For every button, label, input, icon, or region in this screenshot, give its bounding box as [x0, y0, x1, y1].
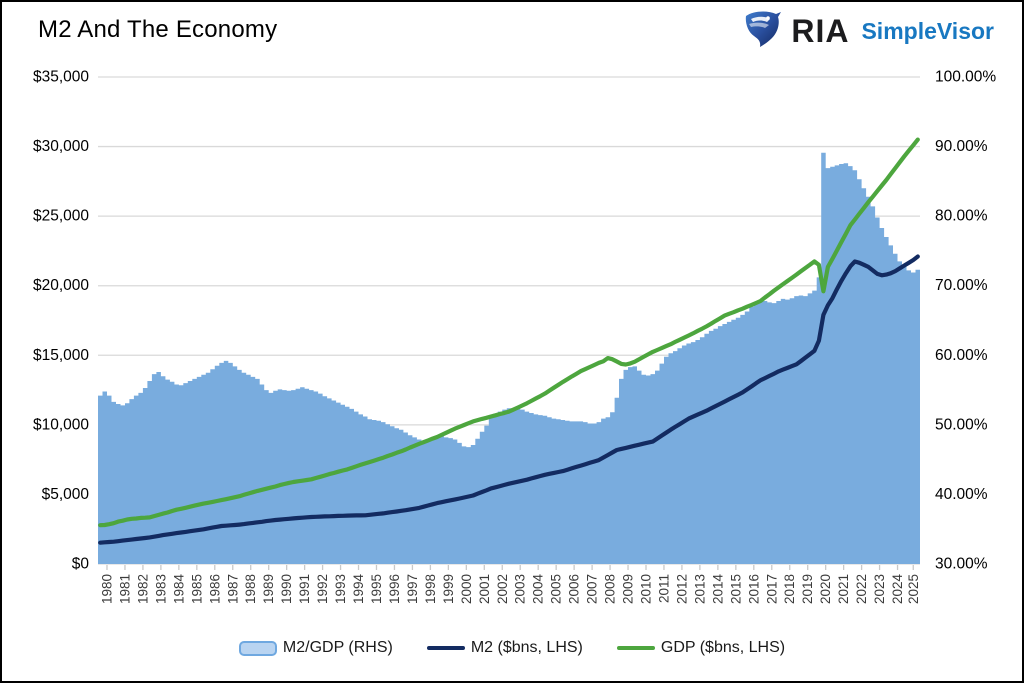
- svg-text:1984: 1984: [171, 574, 186, 605]
- svg-text:2015: 2015: [728, 574, 743, 604]
- svg-text:2008: 2008: [603, 574, 618, 604]
- svg-text:2005: 2005: [549, 574, 564, 604]
- legend-label: M2/GDP (RHS): [282, 639, 393, 656]
- svg-text:100.00%: 100.00%: [935, 69, 996, 86]
- svg-text:2012: 2012: [674, 574, 689, 604]
- svg-text:1998: 1998: [423, 574, 438, 604]
- svg-text:1985: 1985: [189, 574, 204, 604]
- svg-text:1983: 1983: [153, 574, 168, 604]
- svg-text:$15,000: $15,000: [33, 347, 89, 364]
- svg-text:2014: 2014: [710, 574, 725, 605]
- svg-text:2017: 2017: [764, 574, 779, 604]
- svg-text:2001: 2001: [477, 574, 492, 604]
- legend-item-m2gdp: M2/GDP (RHS): [238, 639, 393, 657]
- svg-text:2016: 2016: [746, 574, 761, 604]
- svg-text:$5,000: $5,000: [42, 486, 90, 503]
- svg-text:1999: 1999: [441, 574, 456, 604]
- svg-text:1993: 1993: [333, 574, 348, 604]
- gdp-line-swatch-icon: [616, 645, 655, 651]
- eagle-icon: [743, 10, 783, 53]
- svg-text:1991: 1991: [297, 574, 312, 604]
- svg-text:1995: 1995: [369, 574, 384, 604]
- svg-text:2004: 2004: [531, 574, 546, 605]
- legend-item-m2: M2 ($bns, LHS): [426, 639, 583, 657]
- brand-logo: RIA SimpleVisor: [743, 10, 994, 53]
- y-axis-left: $35,000 $30,000 $25,000 $20,000 $15,000 $10,0…: [33, 69, 89, 573]
- svg-text:$10,000: $10,000: [33, 416, 89, 433]
- svg-text:1987: 1987: [225, 574, 240, 604]
- area-swatch-icon: [238, 640, 277, 656]
- svg-text:2022: 2022: [854, 574, 869, 604]
- svg-text:1996: 1996: [387, 574, 402, 604]
- legend-label: M2 ($bns, LHS): [470, 639, 583, 656]
- svg-text:2010: 2010: [639, 574, 654, 604]
- svg-text:2013: 2013: [692, 574, 707, 604]
- svg-text:40.00%: 40.00%: [935, 486, 988, 503]
- svg-text:2025: 2025: [906, 574, 921, 604]
- svg-text:50.00%: 50.00%: [935, 416, 988, 433]
- svg-text:2009: 2009: [621, 574, 636, 604]
- svg-text:1992: 1992: [315, 574, 330, 604]
- m2gdp-area-series: [98, 152, 920, 565]
- m2-line-swatch-icon: [426, 645, 465, 651]
- svg-text:$0: $0: [72, 556, 90, 573]
- svg-text:1980: 1980: [100, 574, 115, 604]
- svg-text:2006: 2006: [567, 574, 582, 604]
- svg-text:2000: 2000: [459, 574, 474, 604]
- svg-text:90.00%: 90.00%: [935, 138, 988, 155]
- svg-text:1981: 1981: [118, 574, 133, 604]
- legend-label: GDP ($bns, LHS): [660, 639, 786, 656]
- svg-text:1982: 1982: [135, 574, 150, 604]
- simplevisor-wordmark: SimpleVisor: [861, 18, 994, 44]
- svg-text:80.00%: 80.00%: [935, 208, 988, 225]
- svg-text:2019: 2019: [800, 574, 815, 604]
- svg-text:2024: 2024: [890, 574, 905, 605]
- svg-text:60.00%: 60.00%: [935, 347, 988, 364]
- svg-text:1997: 1997: [405, 574, 420, 604]
- x-axis: 1980 1981 1982 1983 1984 1985 1986 1987 1988 1989…: [100, 565, 921, 604]
- svg-text:1989: 1989: [261, 574, 276, 604]
- ria-wordmark: RIA: [791, 13, 850, 49]
- svg-text:$30,000: $30,000: [33, 138, 89, 155]
- svg-text:2021: 2021: [836, 574, 851, 604]
- svg-text:70.00%: 70.00%: [935, 277, 988, 294]
- line-series: [98, 137, 920, 545]
- chart-legend: M2/GDP (RHS) M2 ($bns, LHS) GDP ($bns, L…: [2, 639, 1022, 657]
- svg-text:1988: 1988: [243, 574, 258, 604]
- svg-text:30.00%: 30.00%: [935, 556, 988, 573]
- svg-text:2003: 2003: [513, 574, 528, 604]
- svg-text:$35,000: $35,000: [33, 69, 89, 86]
- svg-text:2018: 2018: [782, 574, 797, 604]
- svg-text:2020: 2020: [818, 574, 833, 604]
- svg-text:2011: 2011: [657, 574, 672, 603]
- svg-text:2007: 2007: [585, 574, 600, 604]
- svg-text:1994: 1994: [351, 574, 366, 605]
- y-axis-right: 100.00% 90.00% 80.00% 70.00% 60.00% 50.00% 40.…: [935, 69, 996, 573]
- svg-text:2023: 2023: [872, 574, 887, 604]
- chart-title: M2 And The Economy: [38, 16, 278, 43]
- svg-text:$25,000: $25,000: [33, 208, 89, 225]
- svg-text:2002: 2002: [495, 574, 510, 604]
- legend-item-gdp: GDP ($bns, LHS): [616, 639, 786, 657]
- svg-text:$20,000: $20,000: [33, 277, 89, 294]
- svg-text:1990: 1990: [279, 574, 294, 604]
- svg-text:1986: 1986: [207, 574, 222, 604]
